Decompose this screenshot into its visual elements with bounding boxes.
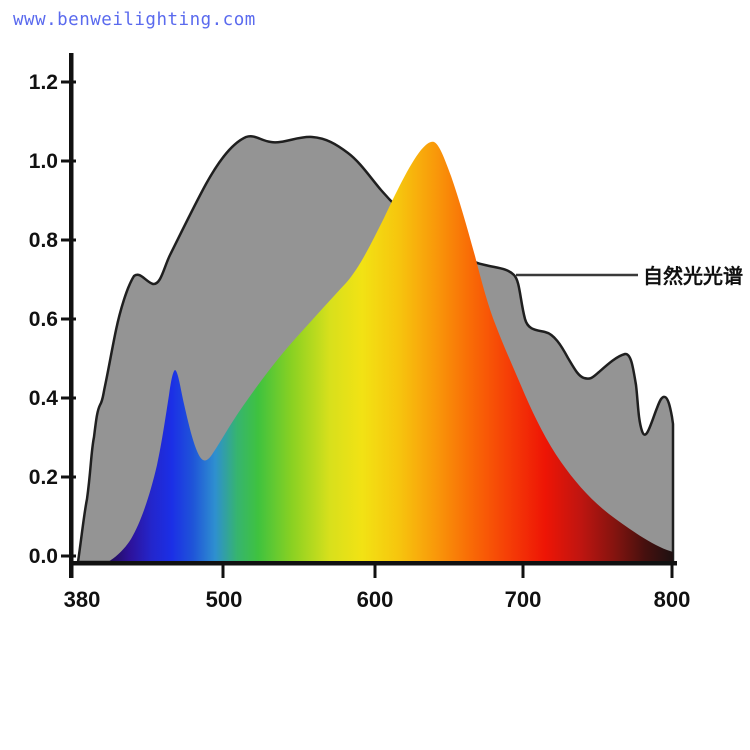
x-axis-line xyxy=(69,561,677,566)
y-tick-label: 1.0 xyxy=(29,150,58,173)
x-tick-label: 500 xyxy=(206,587,243,612)
y-tick-label: 0.6 xyxy=(29,308,58,331)
watermark-url-text: www.benweilighting.com xyxy=(13,10,256,30)
x-tick-label: 600 xyxy=(357,587,394,612)
y-axis-ticks xyxy=(61,80,76,558)
axes xyxy=(69,53,677,578)
x-tick-label: 700 xyxy=(505,587,542,612)
x-axis-ticks xyxy=(69,565,674,578)
x-tick-label: 800 xyxy=(654,587,691,612)
y-axis-labels: 1.2 1.0 0.8 0.6 0.4 0.2 0.0 xyxy=(29,71,59,568)
x-tick-label: 380 xyxy=(64,587,101,612)
y-tick-label: 0.4 xyxy=(29,387,59,410)
x-axis-labels: 380 500 600 700 800 xyxy=(64,587,691,612)
y-tick-label: 0.2 xyxy=(29,466,58,489)
y-axis-line xyxy=(69,53,74,578)
annotation-label: 自然光光谱 xyxy=(643,264,743,288)
visible-light-spectrum-area xyxy=(108,141,673,563)
y-tick-label: 1.2 xyxy=(29,71,58,94)
y-tick-label: 0.0 xyxy=(29,545,58,568)
y-tick-label: 0.8 xyxy=(29,229,59,252)
